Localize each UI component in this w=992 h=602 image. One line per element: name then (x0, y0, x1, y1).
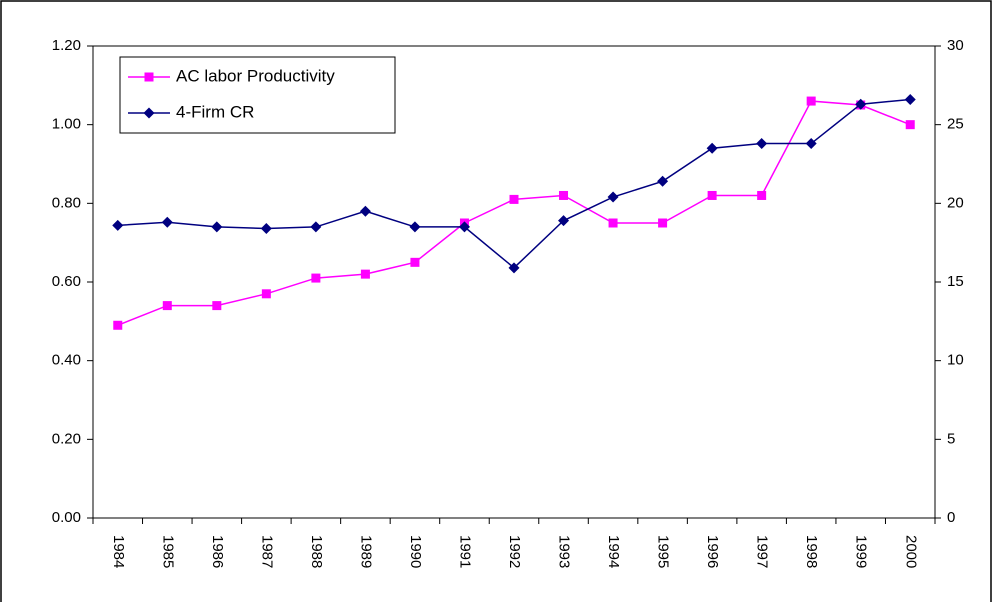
x-tick-label: 1991 (457, 535, 474, 568)
marker (558, 215, 570, 227)
marker (359, 205, 371, 217)
y-tick-label: 1.20 (52, 37, 81, 54)
marker (261, 289, 271, 299)
marker (260, 223, 272, 235)
y-tick-label: 1.00 (52, 116, 81, 133)
marker (904, 93, 916, 105)
y2-tick-label: 10 (947, 352, 964, 369)
marker (212, 301, 222, 311)
x-tick-label: 1993 (556, 535, 573, 568)
marker (657, 175, 669, 187)
x-tick-label: 1990 (407, 535, 424, 568)
y-tick-label: 0.80 (52, 194, 81, 211)
marker (211, 221, 223, 233)
y2-tick-label: 5 (947, 430, 955, 447)
marker (410, 257, 420, 267)
y2-tick-label: 20 (947, 194, 964, 211)
y-tick-label: 0.60 (52, 273, 81, 290)
marker (706, 142, 718, 154)
x-tick-label: 1996 (704, 535, 721, 568)
marker (608, 218, 618, 228)
marker (409, 221, 421, 233)
x-tick-label: 1999 (853, 535, 870, 568)
legend-label: 4-Firm CR (176, 102, 254, 121)
y-tick-label: 0.20 (52, 430, 81, 447)
marker (707, 190, 717, 200)
marker (161, 216, 173, 228)
marker (310, 221, 322, 233)
x-tick-label: 1988 (308, 535, 325, 568)
marker (113, 320, 123, 330)
legend-marker (144, 72, 154, 82)
marker (162, 301, 172, 311)
x-tick-label: 1992 (506, 535, 523, 568)
x-tick-label: 1986 (209, 535, 226, 568)
x-tick-label: 1984 (110, 535, 127, 568)
x-tick-label: 2000 (902, 535, 919, 568)
legend-label: AC labor Productivity (176, 66, 335, 85)
marker (508, 262, 520, 274)
marker (855, 98, 867, 110)
y-tick-label: 0.00 (52, 509, 81, 526)
marker (806, 96, 816, 106)
marker (360, 269, 370, 279)
x-tick-label: 1994 (605, 535, 622, 568)
y2-tick-label: 0 (947, 509, 955, 526)
y2-tick-label: 15 (947, 273, 964, 290)
marker (458, 221, 470, 233)
x-tick-label: 1989 (357, 535, 374, 568)
y-tick-label: 0.40 (52, 352, 81, 369)
marker (607, 191, 619, 203)
x-tick-label: 1998 (803, 535, 820, 568)
marker (757, 190, 767, 200)
x-tick-label: 1995 (655, 535, 672, 568)
marker (559, 190, 569, 200)
marker (905, 120, 915, 130)
legend: AC labor Productivity 4-Firm CR (119, 56, 396, 134)
x-tick-label: 1987 (258, 535, 275, 568)
marker (658, 218, 668, 228)
y2-tick-label: 25 (947, 116, 964, 133)
marker (509, 194, 519, 204)
y2-tick-label: 30 (947, 37, 964, 54)
marker (112, 219, 124, 231)
legend-box (119, 56, 396, 134)
marker (311, 273, 321, 283)
x-tick-label: 1997 (754, 535, 771, 568)
marker (756, 138, 768, 150)
x-tick-label: 1985 (159, 535, 176, 568)
legend-marker (143, 107, 155, 119)
marker (805, 138, 817, 150)
